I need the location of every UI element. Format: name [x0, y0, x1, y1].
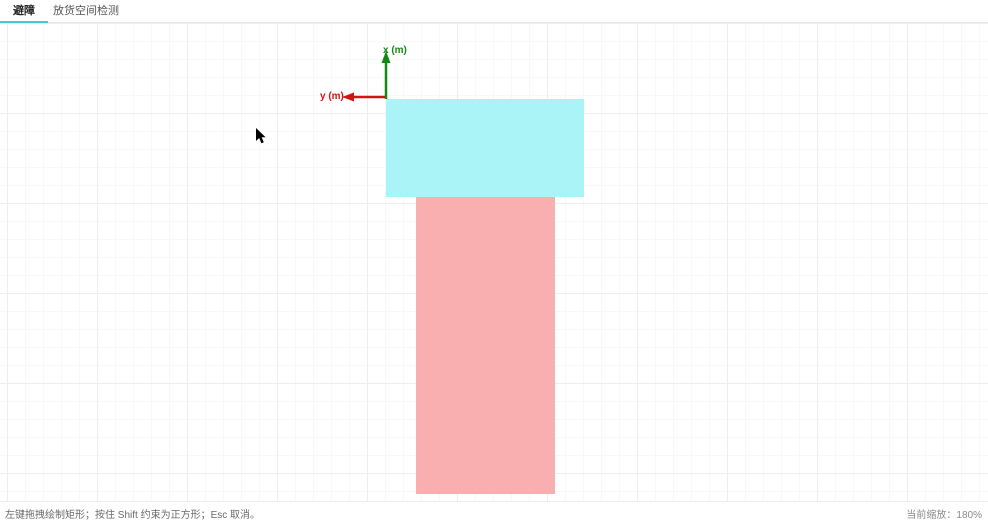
- pink-rectangle-shape[interactable]: [416, 197, 555, 494]
- y-axis-arrow: [342, 92, 385, 102]
- tab-bar: 避障 放货空间检测: [0, 0, 988, 23]
- status-hint-text: 左键拖拽绘制矩形；按住 Shift 约束为正方形；Esc 取消。: [5, 510, 261, 521]
- drawing-canvas[interactable]: x (m) y (m): [0, 23, 988, 501]
- zoom-level-indicator: 当前缩放：180%: [906, 510, 982, 521]
- mouse-cursor-icon: [256, 128, 266, 144]
- status-bar: 左键拖拽绘制矩形；按住 Shift 约束为正方形；Esc 取消。 当前缩放：18…: [0, 501, 988, 524]
- y-axis-label: y (m): [320, 91, 344, 102]
- tab-obstacle-avoidance[interactable]: 避障: [13, 5, 35, 17]
- x-axis-label: x (m): [383, 45, 407, 56]
- cyan-rectangle-shape[interactable]: [386, 99, 584, 197]
- x-axis-arrow: [381, 51, 391, 99]
- active-tab-underline: [0, 21, 48, 23]
- tab-cargo-space-detection[interactable]: 放货空间检测: [53, 5, 119, 17]
